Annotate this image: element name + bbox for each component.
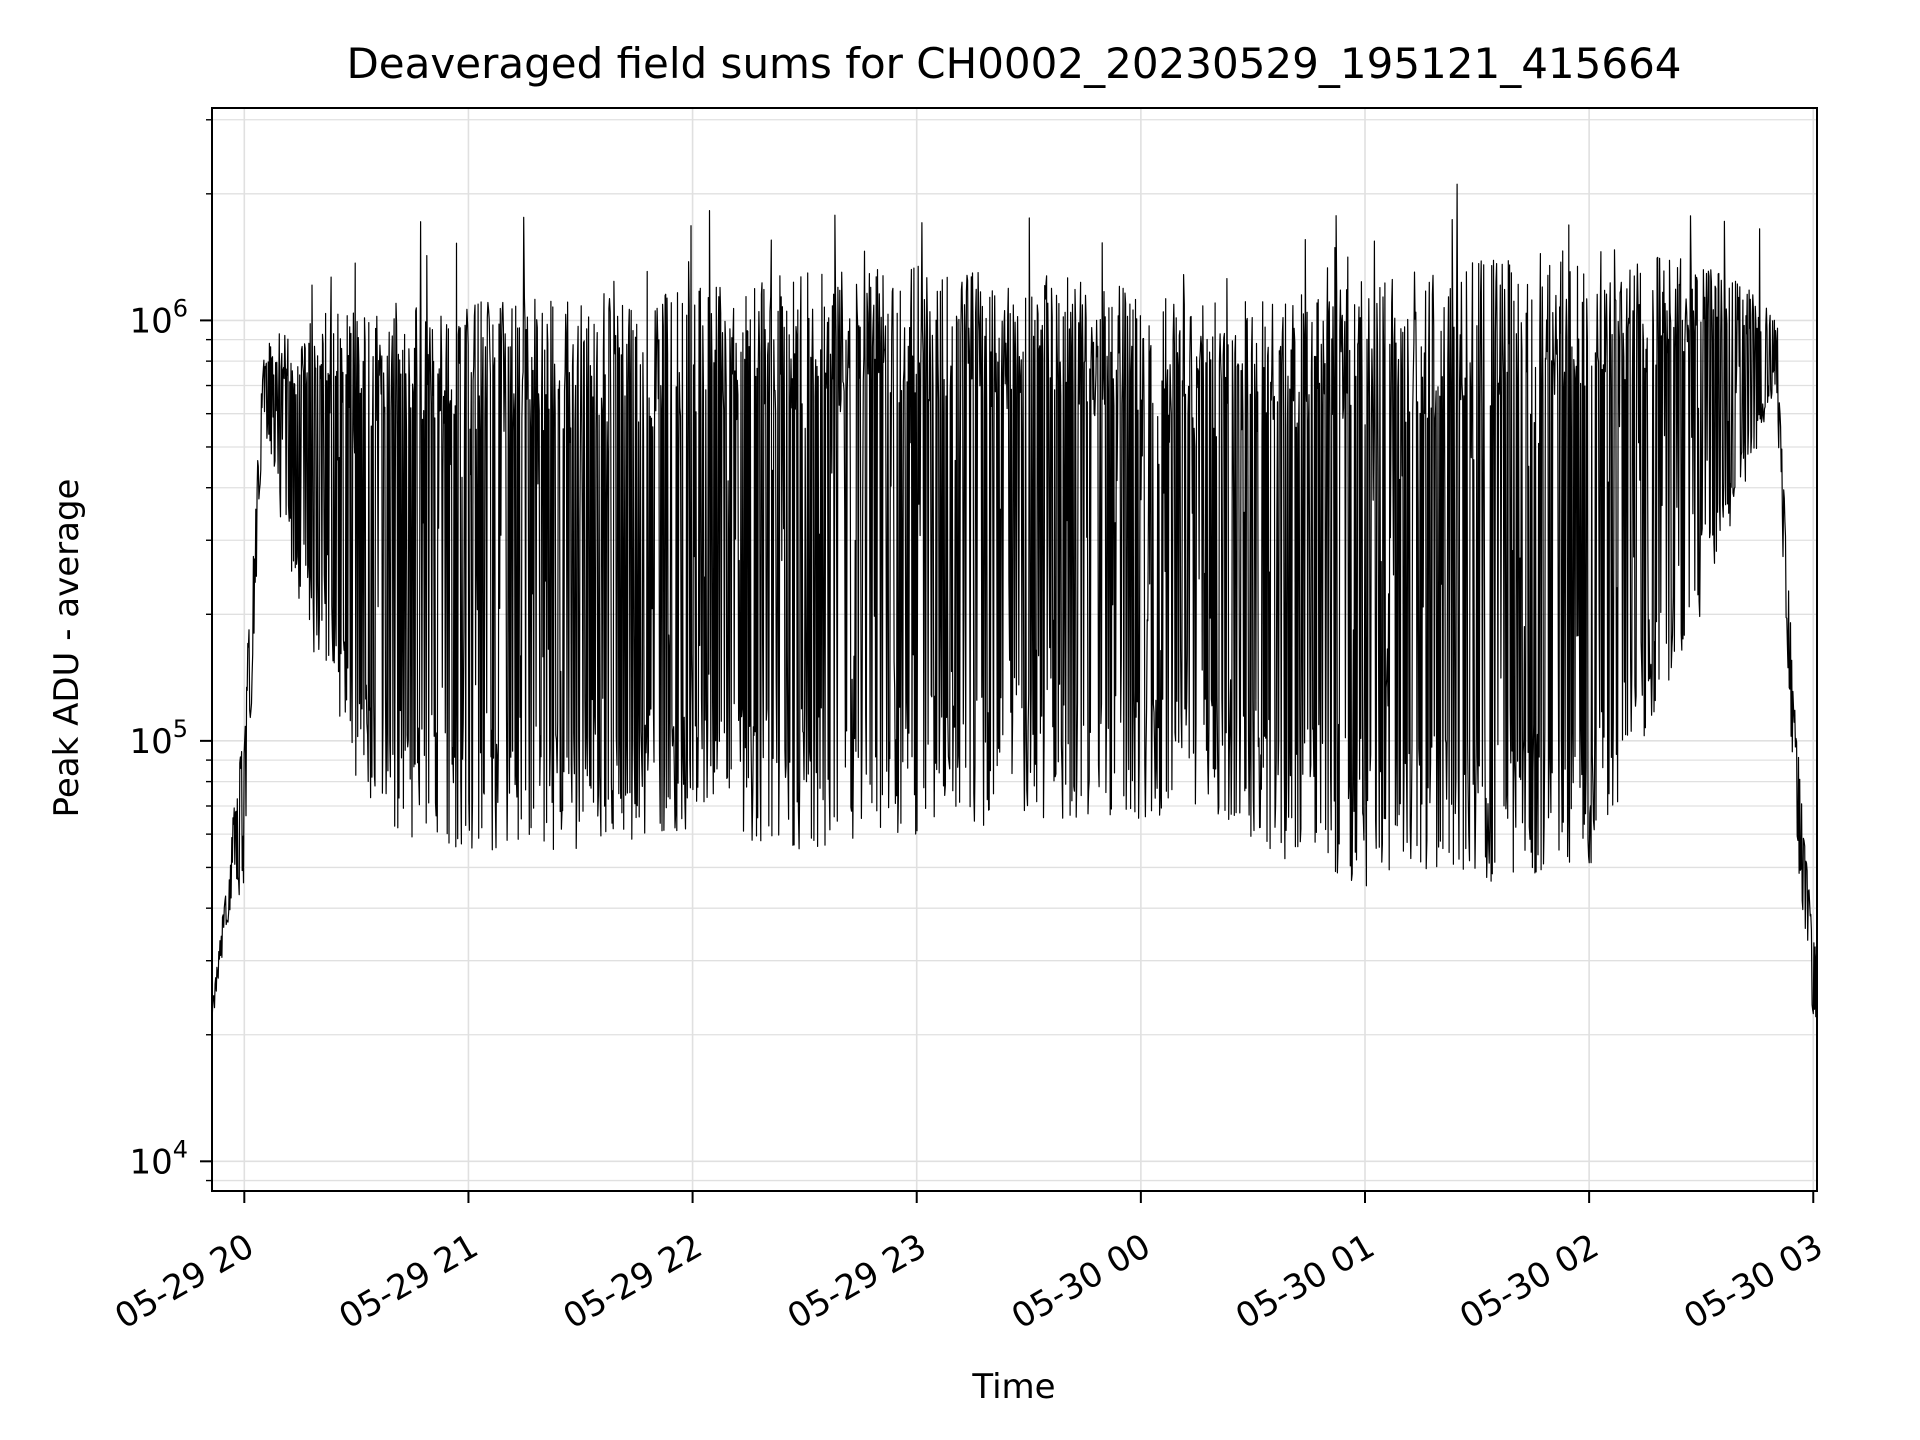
- y-axis-label: Peak ADU - average: [47, 479, 87, 818]
- y-tick-label-exponent: 6: [173, 294, 188, 322]
- chart-title: Deaveraged field sums for CH0002_2023052…: [346, 39, 1681, 88]
- y-tick-label: 106: [129, 294, 188, 341]
- series-line: [211, 183, 1818, 1025]
- y-tick-label: 105: [129, 715, 188, 762]
- y-tick-label-exponent: 4: [173, 1135, 188, 1163]
- series-group: [211, 183, 1818, 1025]
- y-tick-label-base: 10: [129, 722, 172, 762]
- y-tick-label-base: 10: [129, 1142, 172, 1182]
- x-axis-label: Time: [971, 1367, 1055, 1407]
- y-tick-label-exponent: 5: [173, 715, 188, 743]
- plot-frame: [211, 107, 1818, 1192]
- y-tick-label-base: 10: [129, 301, 172, 341]
- y-tick-label: 104: [129, 1135, 188, 1182]
